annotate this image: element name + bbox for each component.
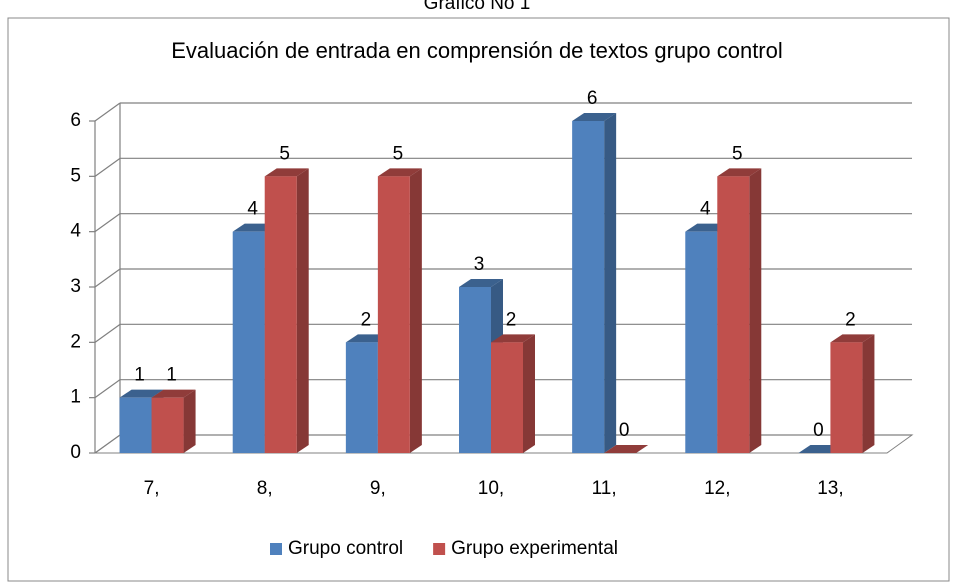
bar	[264, 176, 297, 454]
bar	[377, 176, 410, 454]
x-tick-label: 12,	[704, 478, 730, 499]
x-tick-label: 10,	[478, 478, 504, 499]
grid-line-side	[94, 323, 121, 343]
grid-line-side	[94, 268, 121, 288]
y-tick-label: 6	[70, 110, 81, 131]
y-tick-label: 0	[70, 442, 81, 463]
x-tick-label: 11,	[592, 478, 617, 499]
y-tick-label: 5	[70, 165, 81, 186]
chart-title: Evaluación de entrada en comprensión de …	[171, 38, 783, 63]
legend-swatch	[433, 543, 446, 555]
bar-side	[604, 113, 617, 453]
grid-line-side	[94, 379, 121, 399]
grid-line-side	[94, 157, 121, 177]
bar-top	[491, 334, 535, 343]
bar-side	[749, 168, 762, 454]
data-label: 4	[247, 199, 258, 220]
x-tick-label: 8,	[257, 478, 273, 499]
bar-top	[151, 389, 196, 398]
bar-side	[183, 389, 196, 453]
bar	[232, 231, 265, 453]
data-label: 6	[587, 88, 598, 109]
bar	[119, 397, 152, 453]
data-label: 5	[279, 143, 290, 164]
bar	[572, 121, 605, 453]
data-label: 5	[732, 143, 743, 164]
legend-label: Grupo experimental	[451, 538, 618, 559]
data-label: 1	[166, 365, 177, 386]
data-label: 2	[845, 309, 856, 330]
bar	[459, 287, 491, 453]
y-tick-label: 1	[70, 387, 81, 408]
grid-line-side	[94, 102, 121, 122]
bar	[151, 397, 184, 453]
bar-top	[377, 168, 422, 177]
x-tick-label: 9,	[370, 478, 386, 499]
y-tick-label: 3	[70, 276, 81, 297]
y-tick-label: 4	[70, 221, 81, 242]
data-label: 0	[619, 420, 630, 441]
bar-side	[523, 334, 535, 453]
x-tick-label: 13,	[817, 478, 843, 499]
data-label: 5	[393, 143, 404, 164]
bar	[830, 342, 863, 453]
bar-top	[459, 279, 503, 287]
grid-line-side	[94, 213, 121, 233]
bar	[345, 342, 378, 453]
heading: Gráfico No 1	[424, 0, 531, 14]
bar-side	[409, 168, 422, 454]
data-label: 4	[700, 199, 711, 220]
bar-top	[264, 168, 309, 177]
data-label: 1	[134, 365, 145, 386]
bar-top	[717, 168, 762, 177]
data-label: 3	[474, 254, 485, 275]
bar-top	[830, 334, 875, 343]
bar	[491, 342, 523, 453]
bar-top	[604, 445, 649, 453]
y-tick-label: 2	[70, 331, 81, 352]
bar-top	[119, 389, 164, 398]
bar	[717, 176, 750, 454]
bar-side	[862, 334, 875, 453]
x-tick-label: 7,	[144, 478, 160, 499]
bar	[685, 231, 718, 453]
data-label: 2	[506, 309, 517, 330]
data-label: 2	[361, 309, 372, 330]
legend-label: Grupo control	[288, 538, 403, 559]
bar-top	[572, 113, 617, 121]
legend-swatch	[270, 543, 282, 555]
data-label: 0	[813, 420, 824, 441]
bar-side	[296, 168, 309, 454]
grid-line-side	[94, 434, 121, 454]
